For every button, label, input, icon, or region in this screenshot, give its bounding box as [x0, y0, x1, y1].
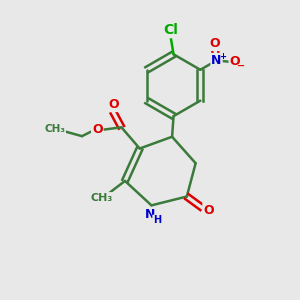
Text: Cl: Cl: [163, 23, 178, 37]
Text: −: −: [237, 60, 245, 70]
Text: O: O: [203, 204, 214, 217]
Text: O: O: [230, 55, 240, 68]
Text: O: O: [210, 37, 220, 50]
Text: H: H: [153, 215, 161, 225]
Text: +: +: [220, 52, 226, 61]
Text: N: N: [145, 208, 155, 221]
Text: N: N: [211, 54, 222, 67]
Text: CH₃: CH₃: [44, 124, 65, 134]
Text: O: O: [108, 98, 119, 111]
Text: CH₃: CH₃: [90, 193, 112, 203]
Text: O: O: [92, 123, 103, 136]
